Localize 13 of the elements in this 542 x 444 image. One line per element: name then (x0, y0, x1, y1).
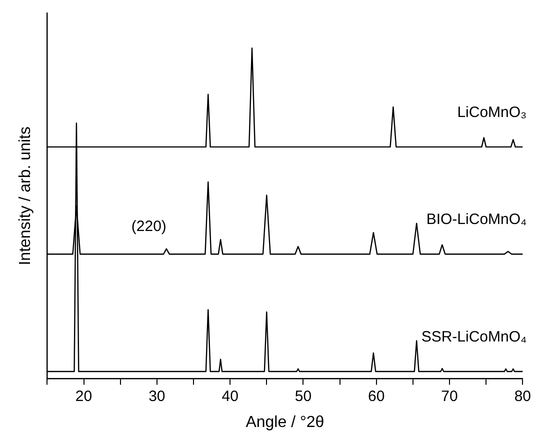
x-tick-label: 30 (148, 388, 166, 405)
x-tick-label: 50 (294, 388, 312, 405)
x-tick-label: 80 (514, 388, 531, 405)
x-tick-label: 70 (441, 388, 458, 405)
x-tick-label: 60 (368, 388, 385, 405)
x-axis-title: Angle / °2θ (246, 414, 324, 431)
x-tick-label: 20 (75, 388, 92, 405)
y-axis-title: Intensity / arb. units (17, 126, 34, 266)
series-label: BIO-LiCoMnO₄ (426, 211, 527, 228)
series-label: SSR-LiCoMnO₄ (421, 328, 527, 346)
annotation: (220) (131, 218, 166, 235)
series-label: LiCoMnO₃ (457, 104, 527, 121)
x-tick-label: 40 (222, 388, 238, 405)
